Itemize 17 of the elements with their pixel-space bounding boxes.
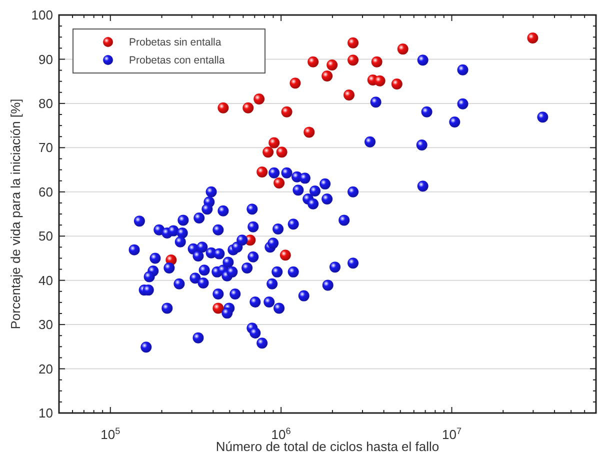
legend-label: Probetas con entalla [129, 54, 225, 67]
y-axis-title: Porcentaje de vida para la iniciación [%] [8, 98, 23, 330]
y-tick-label: 60 [38, 184, 53, 200]
y-tick-label: 70 [38, 140, 53, 156]
y-tick-label: 90 [38, 52, 53, 67]
y-tick-label: 30 [38, 317, 53, 332]
x-tick-label: 10$^{7}$ [442, 426, 462, 442]
y-tick-label: 50 [38, 228, 53, 244]
x-tick-label: 10$^{6}$ [271, 426, 291, 442]
legend-label: Probetas sin entalla [129, 36, 222, 49]
y-tick-label: 80 [38, 96, 53, 111]
y-tick-label: 20 [38, 361, 53, 376]
x-axis-title: Número de total de ciclos hasta el fallo [216, 439, 440, 454]
y-tick-label: 10 [38, 406, 53, 421]
y-tick-label: 100 [31, 8, 53, 23]
x-tick-label: 10$^{5}$ [100, 426, 120, 442]
y-tick-label: 40 [38, 272, 53, 288]
